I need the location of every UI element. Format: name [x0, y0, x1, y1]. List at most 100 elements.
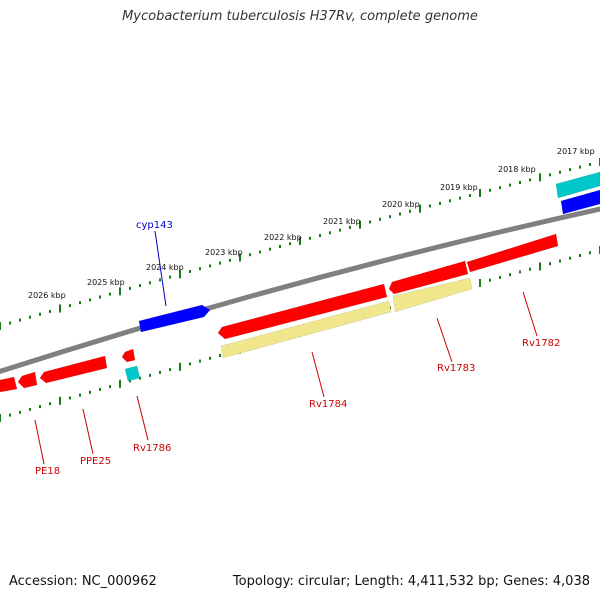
outer-major-tick [179, 270, 181, 279]
gene-label-ppe25: PPE25 [80, 456, 111, 467]
outer-minor-tick [449, 199, 451, 203]
outer-minor-tick [319, 234, 321, 237]
gene-rv1784-khaki [220, 300, 392, 359]
outer-minor-tick [399, 212, 401, 216]
scale-label-2018: 2018 kbp [498, 165, 536, 174]
outer-minor-tick [579, 165, 581, 169]
scale-label-2017: 2017 kbp [557, 147, 595, 156]
scale-label-2025: 2025 kbp [87, 278, 125, 287]
inner-minor-tick [499, 275, 501, 279]
inner-minor-tick [129, 379, 131, 383]
inner-major-tick [479, 279, 481, 287]
outer-minor-tick [139, 284, 141, 288]
gene-blue-top [560, 189, 600, 215]
inner-minor-tick [489, 278, 491, 282]
outer-minor-tick [169, 275, 171, 279]
inner-minor-tick [509, 273, 511, 277]
inner-minor-tick [529, 267, 531, 271]
accession-text: Accession: NC_000962 [9, 574, 157, 589]
genome-backbone [0, 206, 600, 375]
outer-minor-tick [199, 267, 201, 271]
outer-minor-tick [439, 201, 441, 205]
outer-minor-tick [99, 295, 101, 299]
scale-label-2022: 2022 kbp [264, 233, 302, 242]
inner-minor-tick [19, 410, 21, 414]
gene-label-rv1784: Rv1784 [309, 399, 347, 410]
outer-minor-tick [49, 309, 51, 313]
outer-minor-tick [129, 286, 131, 290]
outer-minor-tick [559, 170, 561, 174]
inner-minor-tick [9, 413, 11, 417]
gene-label-rv1783: Rv1783 [437, 363, 475, 374]
outer-major-tick [299, 237, 301, 245]
scale-label-2024: 2024 kbp [146, 263, 184, 272]
inner-minor-tick [209, 356, 211, 360]
gene-pe18-a [17, 371, 38, 389]
outer-major-tick [59, 304, 61, 313]
outer-minor-tick [329, 231, 331, 235]
scale-label-2021: 2021 kbp [323, 217, 361, 226]
outer-tick-track [0, 158, 600, 330]
outer-minor-tick [189, 270, 191, 273]
gene-label-rv1786: Rv1786 [133, 443, 171, 454]
outer-major-tick [539, 173, 541, 182]
outer-major-tick [419, 204, 421, 213]
outer-minor-tick [369, 220, 371, 224]
outer-minor-tick [549, 173, 551, 177]
inner-minor-tick [189, 362, 191, 366]
gene-rv1786 [121, 348, 136, 363]
gene-ppe25 [39, 355, 108, 384]
outer-minor-tick [289, 242, 291, 246]
gene-label-rv1782: Rv1782 [522, 338, 560, 349]
inner-minor-tick [219, 354, 221, 357]
inner-minor-tick [99, 387, 101, 391]
outer-major-tick [479, 188, 481, 197]
outer-major-tick [0, 322, 1, 330]
inner-minor-tick [109, 385, 111, 389]
inner-minor-tick [569, 256, 571, 260]
connector-rv1786 [136, 395, 149, 441]
outer-major-tick [239, 253, 241, 262]
outer-minor-tick [569, 168, 571, 172]
inner-minor-tick [589, 251, 591, 255]
outer-minor-tick [469, 194, 471, 197]
gene-rv1786-cyan [124, 365, 141, 382]
connector-cyp143 [154, 230, 167, 307]
outer-minor-tick [519, 181, 521, 184]
outer-minor-tick [589, 163, 591, 166]
connector-rv1783 [436, 317, 453, 363]
outer-minor-tick [39, 312, 41, 316]
inner-minor-tick [149, 373, 151, 377]
outer-major-tick [359, 220, 361, 229]
inner-minor-tick [29, 407, 31, 411]
outer-minor-tick [9, 321, 11, 325]
outer-minor-tick [339, 228, 341, 232]
outer-minor-tick [459, 196, 461, 200]
inner-minor-tick [69, 396, 71, 400]
inner-major-tick [179, 362, 181, 371]
inner-minor-tick [169, 368, 171, 372]
gene-rv1784 [217, 283, 388, 340]
outer-minor-tick [389, 215, 391, 219]
gene-cyp143 [138, 304, 211, 333]
inner-minor-tick [559, 259, 561, 263]
outer-minor-tick [69, 304, 71, 308]
outer-minor-tick [259, 250, 261, 254]
outer-minor-tick [229, 258, 231, 262]
outer-minor-tick [159, 278, 161, 282]
outer-minor-tick [19, 318, 21, 322]
outer-minor-tick [409, 209, 411, 213]
connector-rv1782 [522, 291, 538, 337]
outer-minor-tick [529, 178, 531, 182]
gene-label-pe18: PE18 [35, 466, 60, 477]
outer-major-tick [119, 287, 121, 296]
outer-minor-tick [249, 253, 251, 257]
outer-minor-tick [29, 315, 31, 319]
inner-minor-tick [79, 393, 81, 397]
inner-major-tick [59, 396, 61, 405]
genome-summary-text: Topology: circular; Length: 4,411,532 bp… [232, 574, 590, 589]
scale-label-2023: 2023 kbp [205, 248, 243, 257]
scale-label-2026: 2026 kbp [28, 291, 66, 300]
scale-label-2020: 2020 kbp [382, 200, 420, 209]
